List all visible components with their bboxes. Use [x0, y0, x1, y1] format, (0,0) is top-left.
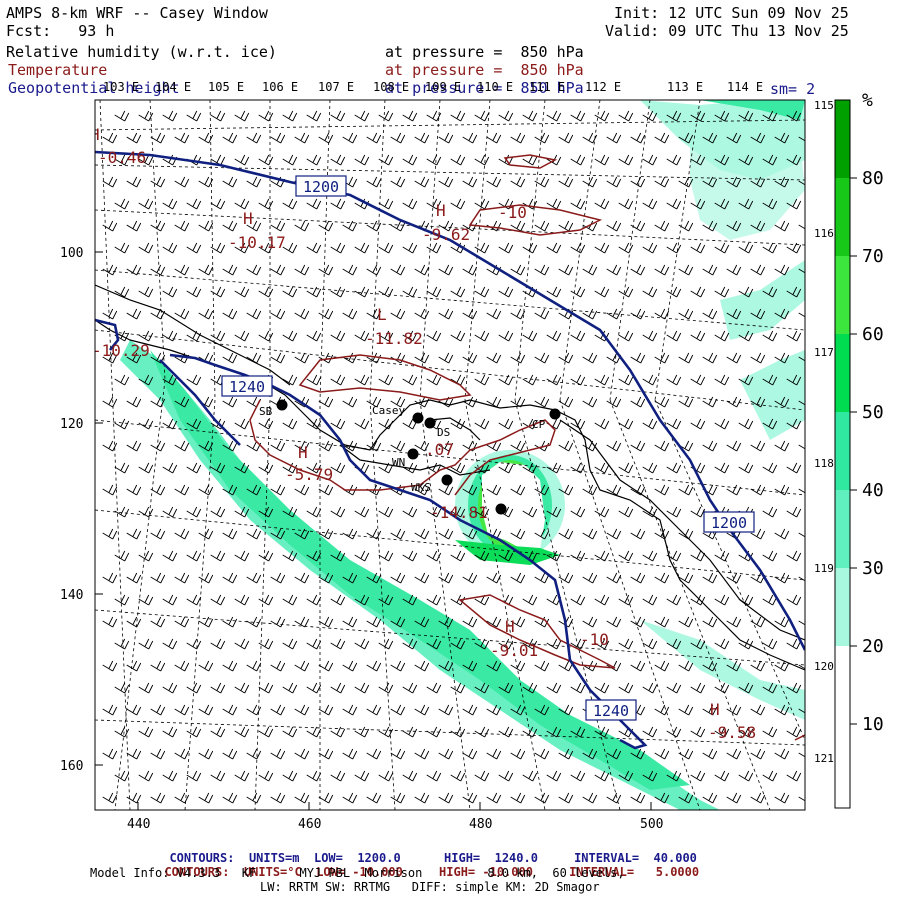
station-label: CP [532, 418, 546, 431]
temp-contour-label: -10.29 [92, 341, 150, 360]
footer-model-info-2: LW: RRTM SW: RRTMG DIFF: simple KM: 2D S… [260, 880, 600, 894]
field1-name: Relative humidity (w.r.t. ice) [6, 43, 277, 61]
wind-barb-set [102, 110, 805, 804]
colorbar-label: 80 [862, 168, 884, 189]
footer-height-contours: CONTOURS: UNITS=m LOW= 1200.0 HIGH= 1240… [169, 851, 697, 865]
svg-text:104 E: 104 E [155, 80, 191, 94]
forecast-hour: Fcst: 93 h [6, 22, 115, 40]
humidity-shading [120, 100, 805, 810]
temp-extrema-type: H [298, 443, 308, 462]
y-axis: 100 120 140 160 [60, 246, 103, 774]
field2-name: Temperature [8, 61, 108, 79]
svg-text:1200: 1200 [303, 178, 339, 196]
init-time: Init: 12 UTC Sun 09 Nov 25 [614, 4, 849, 22]
svg-text:113 E: 113 E [667, 80, 703, 94]
colorbar-label: 20 [862, 636, 884, 657]
svg-text:107 E: 107 E [318, 80, 354, 94]
temp-extrema-type: H [505, 617, 515, 636]
field2-level: at pressure = 850 hPa [385, 61, 584, 79]
smoothing-label: sm= 2 [770, 80, 816, 98]
temp-extrema-type: H [436, 201, 446, 220]
height-label-1: 1200 [295, 175, 347, 197]
field3-level: at pressure = 850 hPa [385, 79, 584, 97]
height-label-2: 1240 [221, 375, 273, 397]
temp-extrema-type: H [243, 209, 253, 228]
temp-extrema-value: -11.82 [365, 329, 423, 348]
station-label: DS [437, 426, 450, 439]
temp-extrema-value: -0.46 [98, 148, 146, 167]
height-label-3: 1200 [703, 511, 755, 533]
temp-extrema-type: H [90, 125, 100, 144]
temp-extrema-value: -9.58 [708, 723, 756, 742]
stations: SB Casey DS WN WKS CP [259, 399, 561, 515]
temperature-contours [249, 154, 805, 741]
svg-text:1240: 1240 [229, 378, 265, 396]
colorbar-label: 30 [862, 558, 884, 579]
station-label: SB [259, 405, 273, 418]
colorbar-label: 60 [862, 324, 884, 345]
temp-extrema-value: -5.79 [285, 465, 333, 484]
x-tick-label: 500 [640, 817, 663, 832]
field3-name: Geopotential height [8, 79, 180, 97]
svg-text:105 E: 105 E [208, 80, 244, 94]
colorbar-label: 40 [862, 480, 884, 501]
temp-extrema-value: -9.62 [422, 225, 470, 244]
height-label-4: 1240 [585, 699, 637, 721]
colorbar: % 80 70 60 50 40 30 20 10 [834, 90, 884, 809]
y-tick-label: 120 [60, 417, 83, 432]
colorbar-label: 70 [862, 246, 884, 267]
station-label: Casey [372, 404, 405, 417]
temp-extrema-value: -10.17 [228, 233, 286, 252]
svg-text:114 E: 114 E [727, 80, 763, 94]
footer-temp-contours: CONTOURS: UNITS=°C LOW= -10.000 HIGH= -1… [164, 865, 700, 879]
temp-extrema-value: -9.01 [490, 641, 538, 660]
valid-time: Valid: 09 UTC Thu 13 Nov 25 [605, 22, 849, 40]
colorbar-label: 50 [862, 402, 884, 423]
footer-model-info: Model Info: V4.3.3 KF MYJ PBL Morrison 8… [90, 866, 625, 880]
temp-contour-label: -10 [580, 630, 609, 649]
svg-text:110 E: 110 E [477, 80, 513, 94]
temp-contour-label: -14.81 [430, 503, 488, 522]
station-marker[interactable] [412, 412, 424, 424]
colorbar-label: 10 [862, 714, 884, 735]
station-marker[interactable] [495, 503, 507, 515]
temp-extrema-type: H [710, 700, 720, 719]
x-tick-label: 460 [298, 817, 321, 832]
svg-text:1200: 1200 [711, 514, 747, 532]
temp-contour-label: -10 [498, 203, 527, 222]
svg-text:1240: 1240 [593, 702, 629, 720]
station-marker[interactable] [424, 417, 436, 429]
longitude-top-labels: 103 E 104 E 105 E 106 E 107 E 108 E 109 … [103, 80, 763, 94]
wind-barbs [102, 110, 805, 804]
svg-text:111 E: 111 E [529, 80, 565, 94]
x-axis: 440 460 480 500 [127, 802, 663, 832]
station-marker[interactable] [276, 399, 288, 411]
station-label: WKS [411, 481, 431, 494]
x-tick-label: 440 [127, 817, 150, 832]
y-tick-label: 140 [60, 588, 83, 603]
x-tick-label: 480 [469, 817, 492, 832]
svg-text:108 E: 108 E [373, 80, 409, 94]
svg-text:112 E: 112 E [585, 80, 621, 94]
station-marker[interactable] [549, 408, 561, 420]
station-marker[interactable] [441, 474, 453, 486]
plot-frame [94, 99, 806, 811]
temp-contour-label: .07 [425, 440, 454, 459]
station-marker[interactable] [407, 448, 419, 460]
colorbar-unit: % [862, 90, 873, 111]
svg-text:109 E: 109 E [425, 80, 461, 94]
temp-extrema-type: L [377, 305, 387, 324]
svg-text:103 E: 103 E [103, 80, 139, 94]
field1-level: at pressure = 850 hPa [385, 43, 584, 61]
model-title: AMPS 8-km WRF -- Casey Window [6, 4, 268, 22]
station-label: WN [392, 456, 405, 469]
y-tick-label: 160 [60, 759, 83, 774]
y-tick-label: 100 [60, 246, 83, 261]
svg-text:106 E: 106 E [262, 80, 298, 94]
